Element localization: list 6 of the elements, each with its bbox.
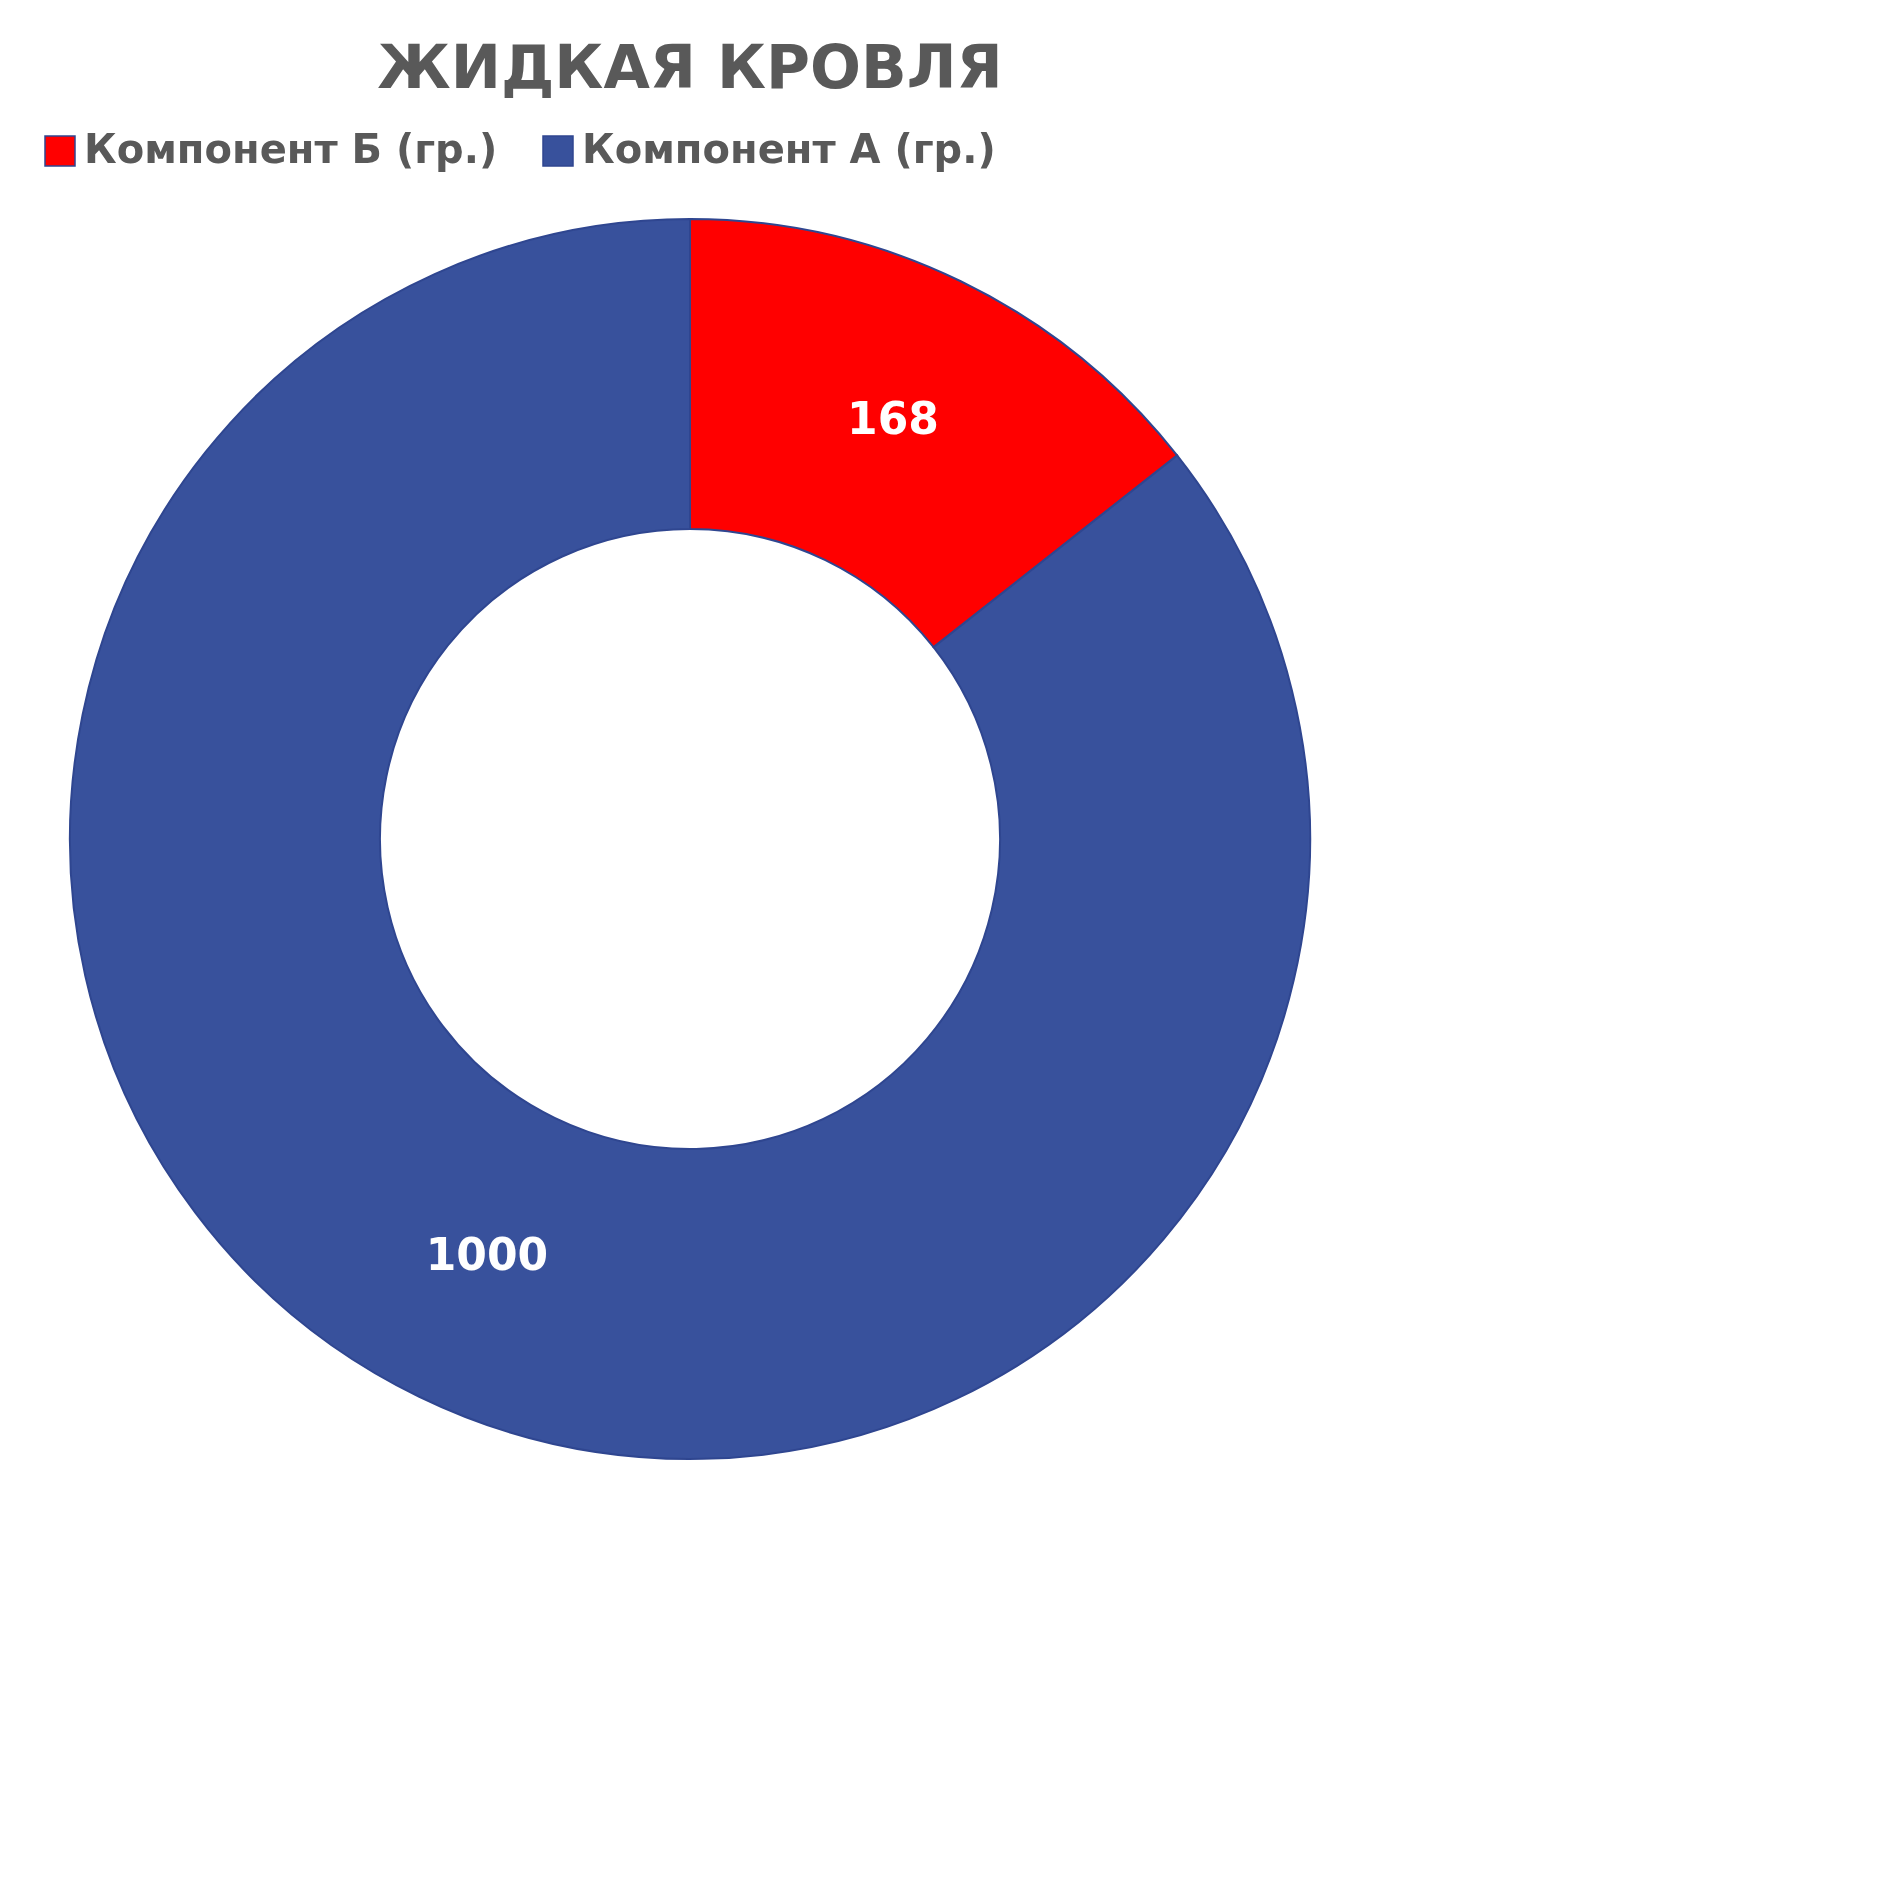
data-label: 1000 bbox=[425, 1229, 549, 1281]
legend-label: Компонент А (гр.) bbox=[582, 126, 996, 172]
data-label: 168 bbox=[847, 392, 939, 444]
legend-label: Компонент Б (гр.) bbox=[84, 126, 498, 172]
chart-title: ЖИДКАЯ КРОВЛЯ bbox=[377, 32, 1003, 102]
donut-slice bbox=[69, 218, 1311, 1459]
